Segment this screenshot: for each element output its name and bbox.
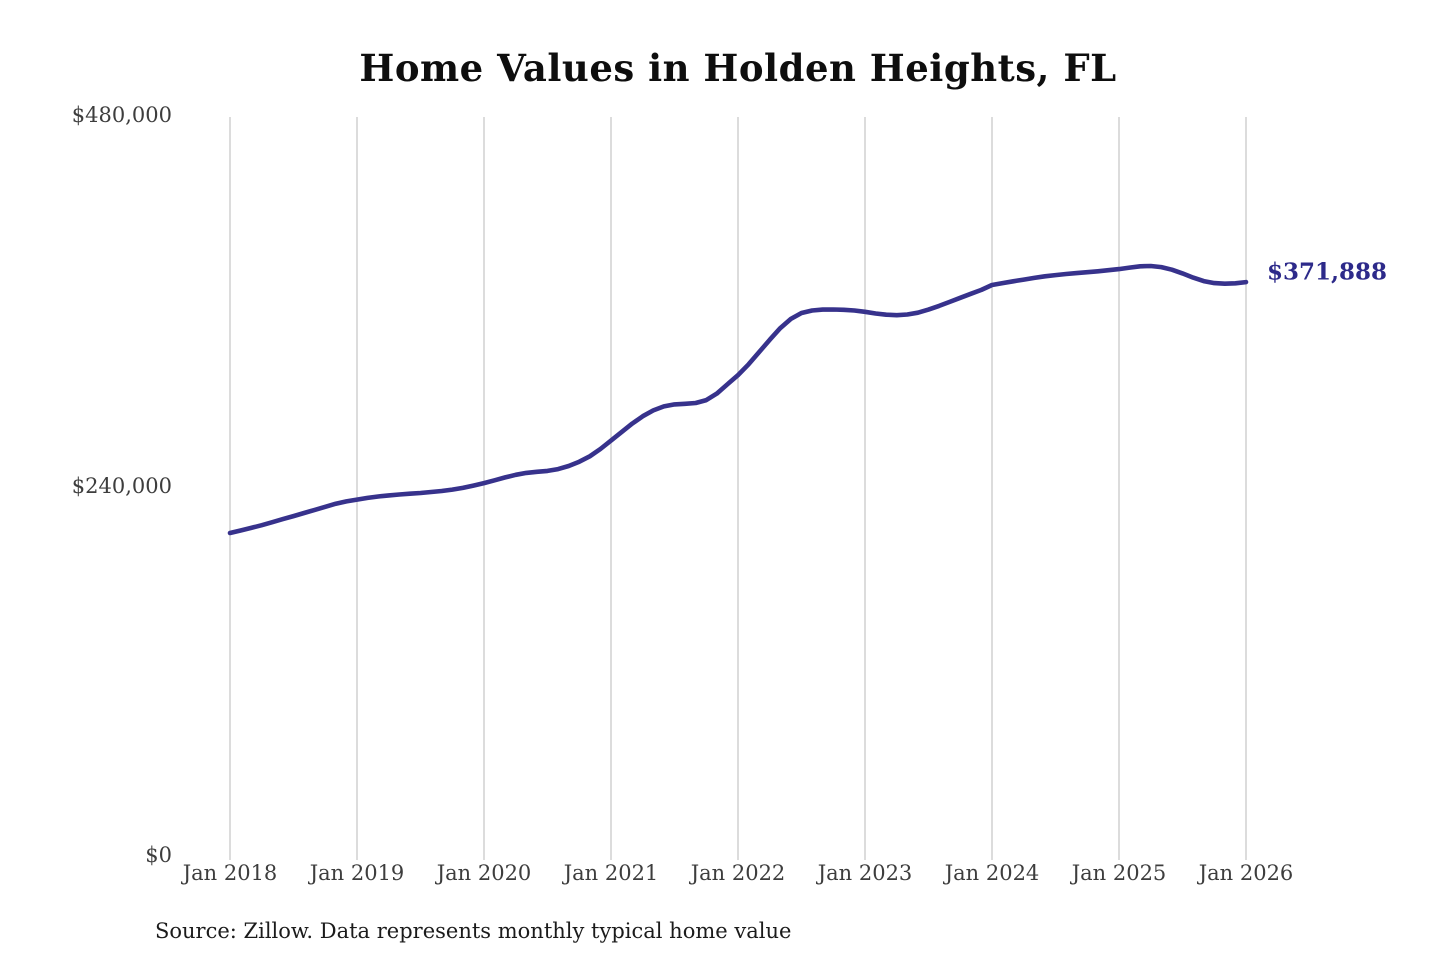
y-tick-label-480000: $480,000 bbox=[71, 103, 172, 127]
x-tick-label: Jan 2020 bbox=[436, 861, 532, 885]
x-tick-label: Jan 2019 bbox=[309, 861, 405, 885]
x-tick-label: Jan 2021 bbox=[563, 861, 659, 885]
home-value-line-series bbox=[227, 263, 1249, 536]
x-tick-label: Jan 2025 bbox=[1071, 861, 1167, 885]
source-note: Source: Zillow. Data represents monthly … bbox=[155, 919, 792, 943]
x-tick-label: Jan 2023 bbox=[817, 861, 913, 885]
current-value-label: $371,888 bbox=[1267, 258, 1388, 286]
y-tick-label-0: $0 bbox=[145, 843, 172, 867]
x-tick-label: Jan 2026 bbox=[1198, 861, 1294, 885]
x-tick-label: Jan 2022 bbox=[690, 861, 786, 885]
x-tick-label: Jan 2018 bbox=[182, 861, 278, 885]
chart-title: Home Values in Holden Heights, FL bbox=[359, 46, 1117, 90]
x-tick-label: Jan 2024 bbox=[944, 861, 1040, 885]
y-tick-label-240000: $240,000 bbox=[71, 474, 172, 498]
